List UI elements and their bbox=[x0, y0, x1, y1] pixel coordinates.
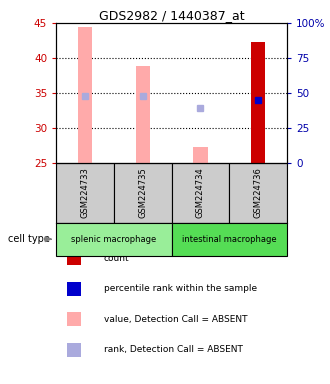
Bar bbox=[67, 252, 81, 265]
FancyBboxPatch shape bbox=[56, 223, 172, 256]
Bar bbox=[67, 313, 81, 326]
Text: rank, Detection Call = ABSENT: rank, Detection Call = ABSENT bbox=[104, 345, 243, 354]
Text: GSM224736: GSM224736 bbox=[254, 167, 263, 218]
Bar bbox=[229, 163, 287, 223]
Text: GSM224733: GSM224733 bbox=[81, 167, 89, 218]
Title: GDS2982 / 1440387_at: GDS2982 / 1440387_at bbox=[99, 9, 245, 22]
Bar bbox=[251, 42, 265, 163]
Bar bbox=[78, 26, 92, 163]
Text: cell type: cell type bbox=[8, 234, 50, 244]
Bar bbox=[136, 66, 150, 163]
Text: count: count bbox=[104, 254, 129, 263]
Text: GSM224735: GSM224735 bbox=[138, 167, 147, 218]
Text: GSM224734: GSM224734 bbox=[196, 167, 205, 218]
Bar bbox=[67, 282, 81, 296]
Text: intestinal macrophage: intestinal macrophage bbox=[182, 235, 277, 244]
FancyBboxPatch shape bbox=[172, 223, 287, 256]
Text: value, Detection Call = ABSENT: value, Detection Call = ABSENT bbox=[104, 315, 247, 324]
Text: percentile rank within the sample: percentile rank within the sample bbox=[104, 285, 257, 293]
Text: splenic macrophage: splenic macrophage bbox=[71, 235, 156, 244]
Bar bbox=[56, 163, 114, 223]
Bar bbox=[193, 147, 208, 163]
Bar bbox=[172, 163, 229, 223]
Bar bbox=[67, 343, 81, 357]
Bar bbox=[114, 163, 172, 223]
